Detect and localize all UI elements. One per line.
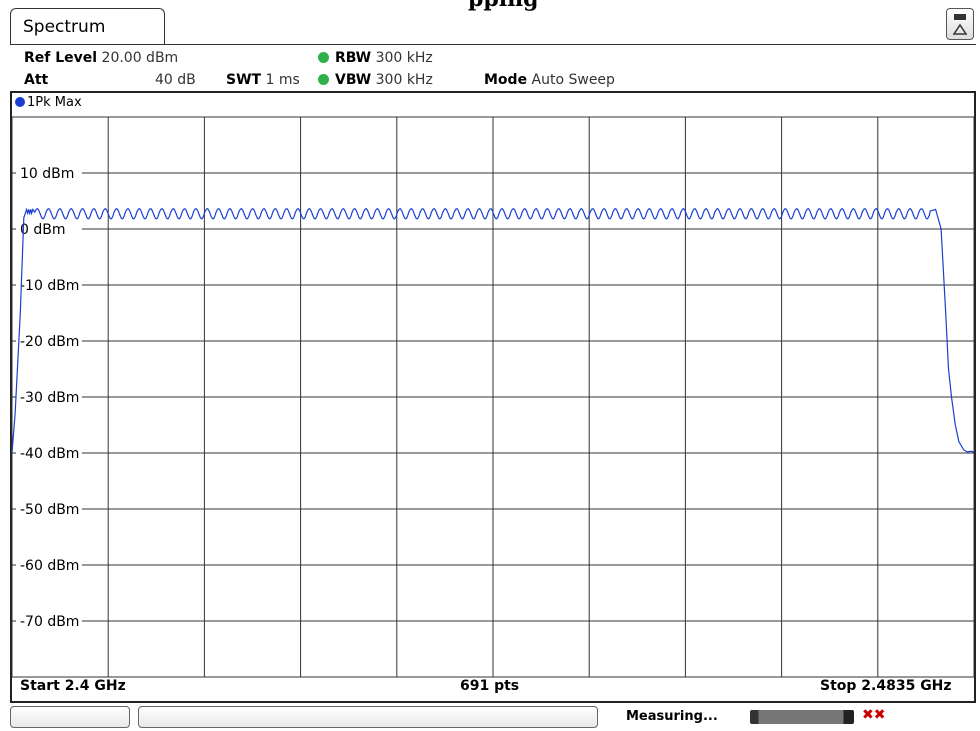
y-tick-labels: 10 dBm 0 dBm -10 dBm -20 dBm -30 dBm -40 dBm -…	[16, 164, 82, 630]
y-tick-label: -20 dBm	[20, 334, 79, 350]
sweep-points: 691 pts	[460, 678, 520, 694]
rbw-label: RBW	[335, 50, 372, 66]
plot-grid	[11, 116, 975, 678]
trace-legend-label: 1Pk Max	[27, 95, 82, 110]
tab-spectrum[interactable]: Spectrum	[10, 8, 165, 44]
ref-level-label: Ref Level	[24, 50, 98, 66]
y-tick-label-bg	[16, 276, 82, 293]
y-tick-label-bg	[16, 164, 82, 181]
y-tick-label-bg	[16, 556, 82, 573]
y-tick-label-bg	[16, 220, 82, 237]
att-label: Att	[24, 72, 49, 88]
y-tick-label-bg	[16, 444, 82, 461]
start-frequency: Start 2.4 GHz	[20, 678, 126, 694]
y-tick-label: 10 dBm	[20, 166, 74, 182]
y-tick-label: -70 dBm	[20, 614, 79, 630]
ref-level: Ref Level 20.00 dBm	[24, 50, 178, 66]
trace-1pk-max	[11, 207, 975, 454]
vbw-status-icon	[318, 74, 329, 85]
mode-value: Auto Sweep	[531, 72, 615, 88]
swt-value: 1 ms	[265, 72, 300, 88]
y-tick-label-bg	[16, 612, 82, 629]
error-x-icon: ✖✖	[862, 707, 886, 723]
window-icon[interactable]	[946, 8, 974, 40]
swt-label: SWT	[226, 72, 262, 88]
swt: SWT 1 ms	[226, 72, 300, 88]
y-tick-label: -40 dBm	[20, 446, 79, 462]
trace-dot-icon	[15, 97, 25, 107]
page-title: pping	[468, 0, 628, 20]
y-tick-label: -30 dBm	[20, 390, 79, 406]
rbw-status-icon	[318, 52, 329, 63]
ref-level-value: 20.00 dBm	[101, 50, 179, 66]
status-bar	[0, 704, 980, 731]
y-tick-label-bg	[16, 332, 82, 349]
status-field-2[interactable]	[138, 706, 598, 728]
y-tick-label-bg	[16, 500, 82, 517]
stop-frequency: Stop 2.4835 GHz	[820, 678, 952, 694]
mode: Mode Auto Sweep	[484, 72, 615, 88]
header-divider	[10, 44, 976, 45]
rbw: RBW 300 kHz	[318, 50, 433, 66]
y-tick-label: -60 dBm	[20, 558, 79, 574]
measuring-status: Measuring...	[626, 709, 718, 724]
tab-label: Spectrum	[23, 17, 106, 37]
y-tick-label: -10 dBm	[20, 278, 79, 294]
att-label-wrap: Att	[24, 72, 48, 88]
y-tick-label: -50 dBm	[20, 502, 79, 518]
rbw-value: 300 kHz	[375, 50, 433, 66]
trace-legend: 1Pk Max	[15, 95, 82, 110]
status-field-1[interactable]	[10, 706, 130, 728]
sweep-progress-bar	[750, 710, 854, 724]
vbw-value: 300 kHz	[375, 72, 433, 88]
att-value-wrap: 40 dB	[155, 72, 196, 88]
mode-label: Mode	[484, 72, 528, 88]
vbw-label: VBW	[335, 72, 372, 88]
vbw: VBW 300 kHz	[318, 72, 433, 88]
y-tick-label-bg	[16, 388, 82, 405]
y-tick-label: 0 dBm	[20, 222, 66, 238]
att-value: 40 dB	[155, 72, 196, 88]
